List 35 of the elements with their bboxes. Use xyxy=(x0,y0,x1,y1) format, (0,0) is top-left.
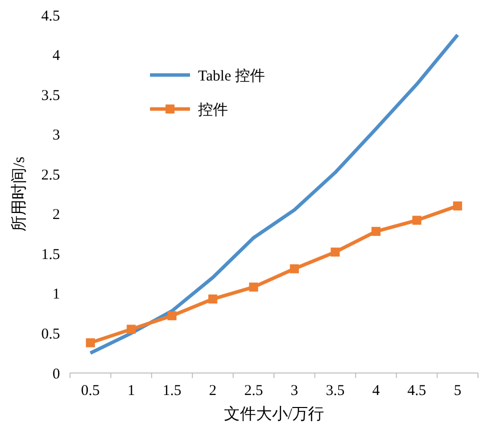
y-tick-label: 2 xyxy=(52,207,60,224)
point xyxy=(208,294,218,304)
y-tick-label: 4 xyxy=(52,48,60,64)
point xyxy=(126,324,136,334)
x-tick-label: 4 xyxy=(372,383,380,399)
x-tick-label: 0.5 xyxy=(81,383,100,399)
y-tick-label: 3 xyxy=(52,128,60,144)
y-tick-label: 0.5 xyxy=(41,326,60,342)
point xyxy=(453,201,462,210)
legend-label: 控件 xyxy=(198,101,228,118)
point xyxy=(290,264,299,274)
x-tick-label: 1 xyxy=(127,383,135,399)
y-tick-label: 0 xyxy=(52,366,60,382)
x-tick-label: 4.5 xyxy=(407,383,426,399)
line-series xyxy=(88,33,460,355)
y-tick-label: 1.5 xyxy=(41,246,60,263)
point xyxy=(86,338,95,348)
x-axis-title: 文件大小/万行 xyxy=(224,405,324,423)
legend-label: Table 控件 xyxy=(198,67,265,84)
point xyxy=(412,216,422,225)
x-tick-label: 2.5 xyxy=(244,383,263,399)
y-tick-label: 1 xyxy=(52,286,60,303)
y-tick-label: 2.5 xyxy=(41,167,60,184)
y-axis-title: 所用时间/s xyxy=(10,156,28,232)
point xyxy=(330,248,340,257)
x-tick-label: 1.5 xyxy=(162,383,182,399)
point xyxy=(372,226,380,236)
x-tick-label: 5 xyxy=(454,383,462,399)
point xyxy=(168,311,176,320)
point xyxy=(249,282,258,292)
x-tick-label: 3 xyxy=(290,383,298,399)
x-tick-label: 2 xyxy=(209,383,217,399)
y-tick-label: 4.5 xyxy=(41,8,60,24)
y-tick-label: 3.5 xyxy=(41,88,60,104)
x-tick-label: 3.5 xyxy=(326,383,345,399)
